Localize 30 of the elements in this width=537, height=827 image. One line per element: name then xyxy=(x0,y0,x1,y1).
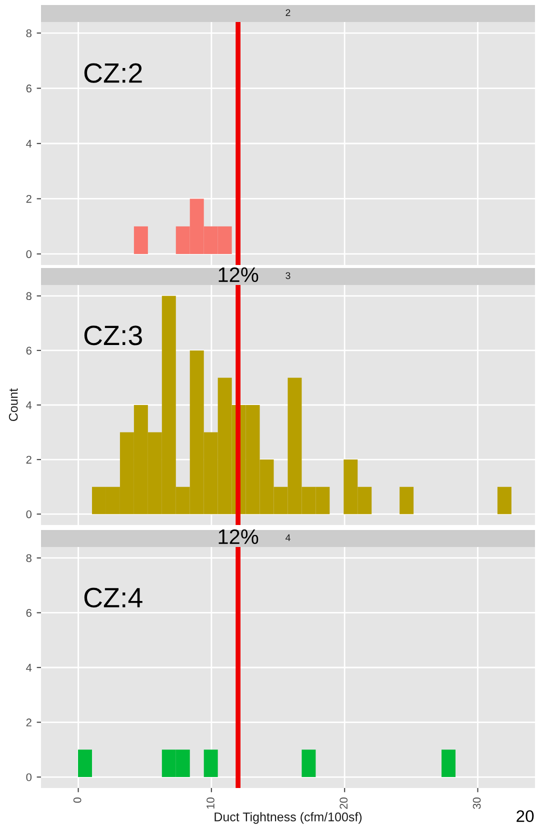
y-tick-label: 2 xyxy=(26,718,32,726)
chart-title: 3 xyxy=(286,272,290,280)
chart-title: 2 xyxy=(286,9,290,16)
ref-line-label: 12% xyxy=(218,267,258,282)
text: 20 xyxy=(516,810,534,822)
y-tick-label: 4 xyxy=(26,664,32,672)
y-tick-label: 0 xyxy=(26,250,32,258)
annotation: CZ:3 xyxy=(84,326,142,346)
y-tick-label: 2 xyxy=(26,456,32,464)
y-tick-label: 6 xyxy=(26,84,32,92)
y-tick-label: 6 xyxy=(26,608,32,617)
y-tick-label: 4 xyxy=(26,140,32,148)
y-tick-label: 0 xyxy=(26,773,32,782)
chart-title: 4 xyxy=(286,534,290,542)
x-axis-title: Duct Tightness (cfm/100sf) xyxy=(214,812,362,824)
y-tick-label: 8 xyxy=(26,292,32,300)
ref-line-label: 12% xyxy=(218,529,258,544)
y-tick-label: 2 xyxy=(26,194,32,203)
y-tick-label: 6 xyxy=(26,346,32,355)
annotation: CZ:4 xyxy=(84,588,142,608)
x-tick-label: 0 xyxy=(73,797,82,803)
y-tick-label: 8 xyxy=(26,554,32,562)
x-tick-label: 20 xyxy=(340,797,348,809)
y-tick-label: 4 xyxy=(26,401,32,410)
x-tick-label: 30 xyxy=(472,797,481,809)
x-tick-label: 10 xyxy=(206,797,214,809)
y-tick-label: 0 xyxy=(26,510,32,518)
y-axis-title: Count xyxy=(8,388,18,422)
y-tick-label: 8 xyxy=(26,29,32,38)
annotation: CZ:2 xyxy=(84,63,142,83)
